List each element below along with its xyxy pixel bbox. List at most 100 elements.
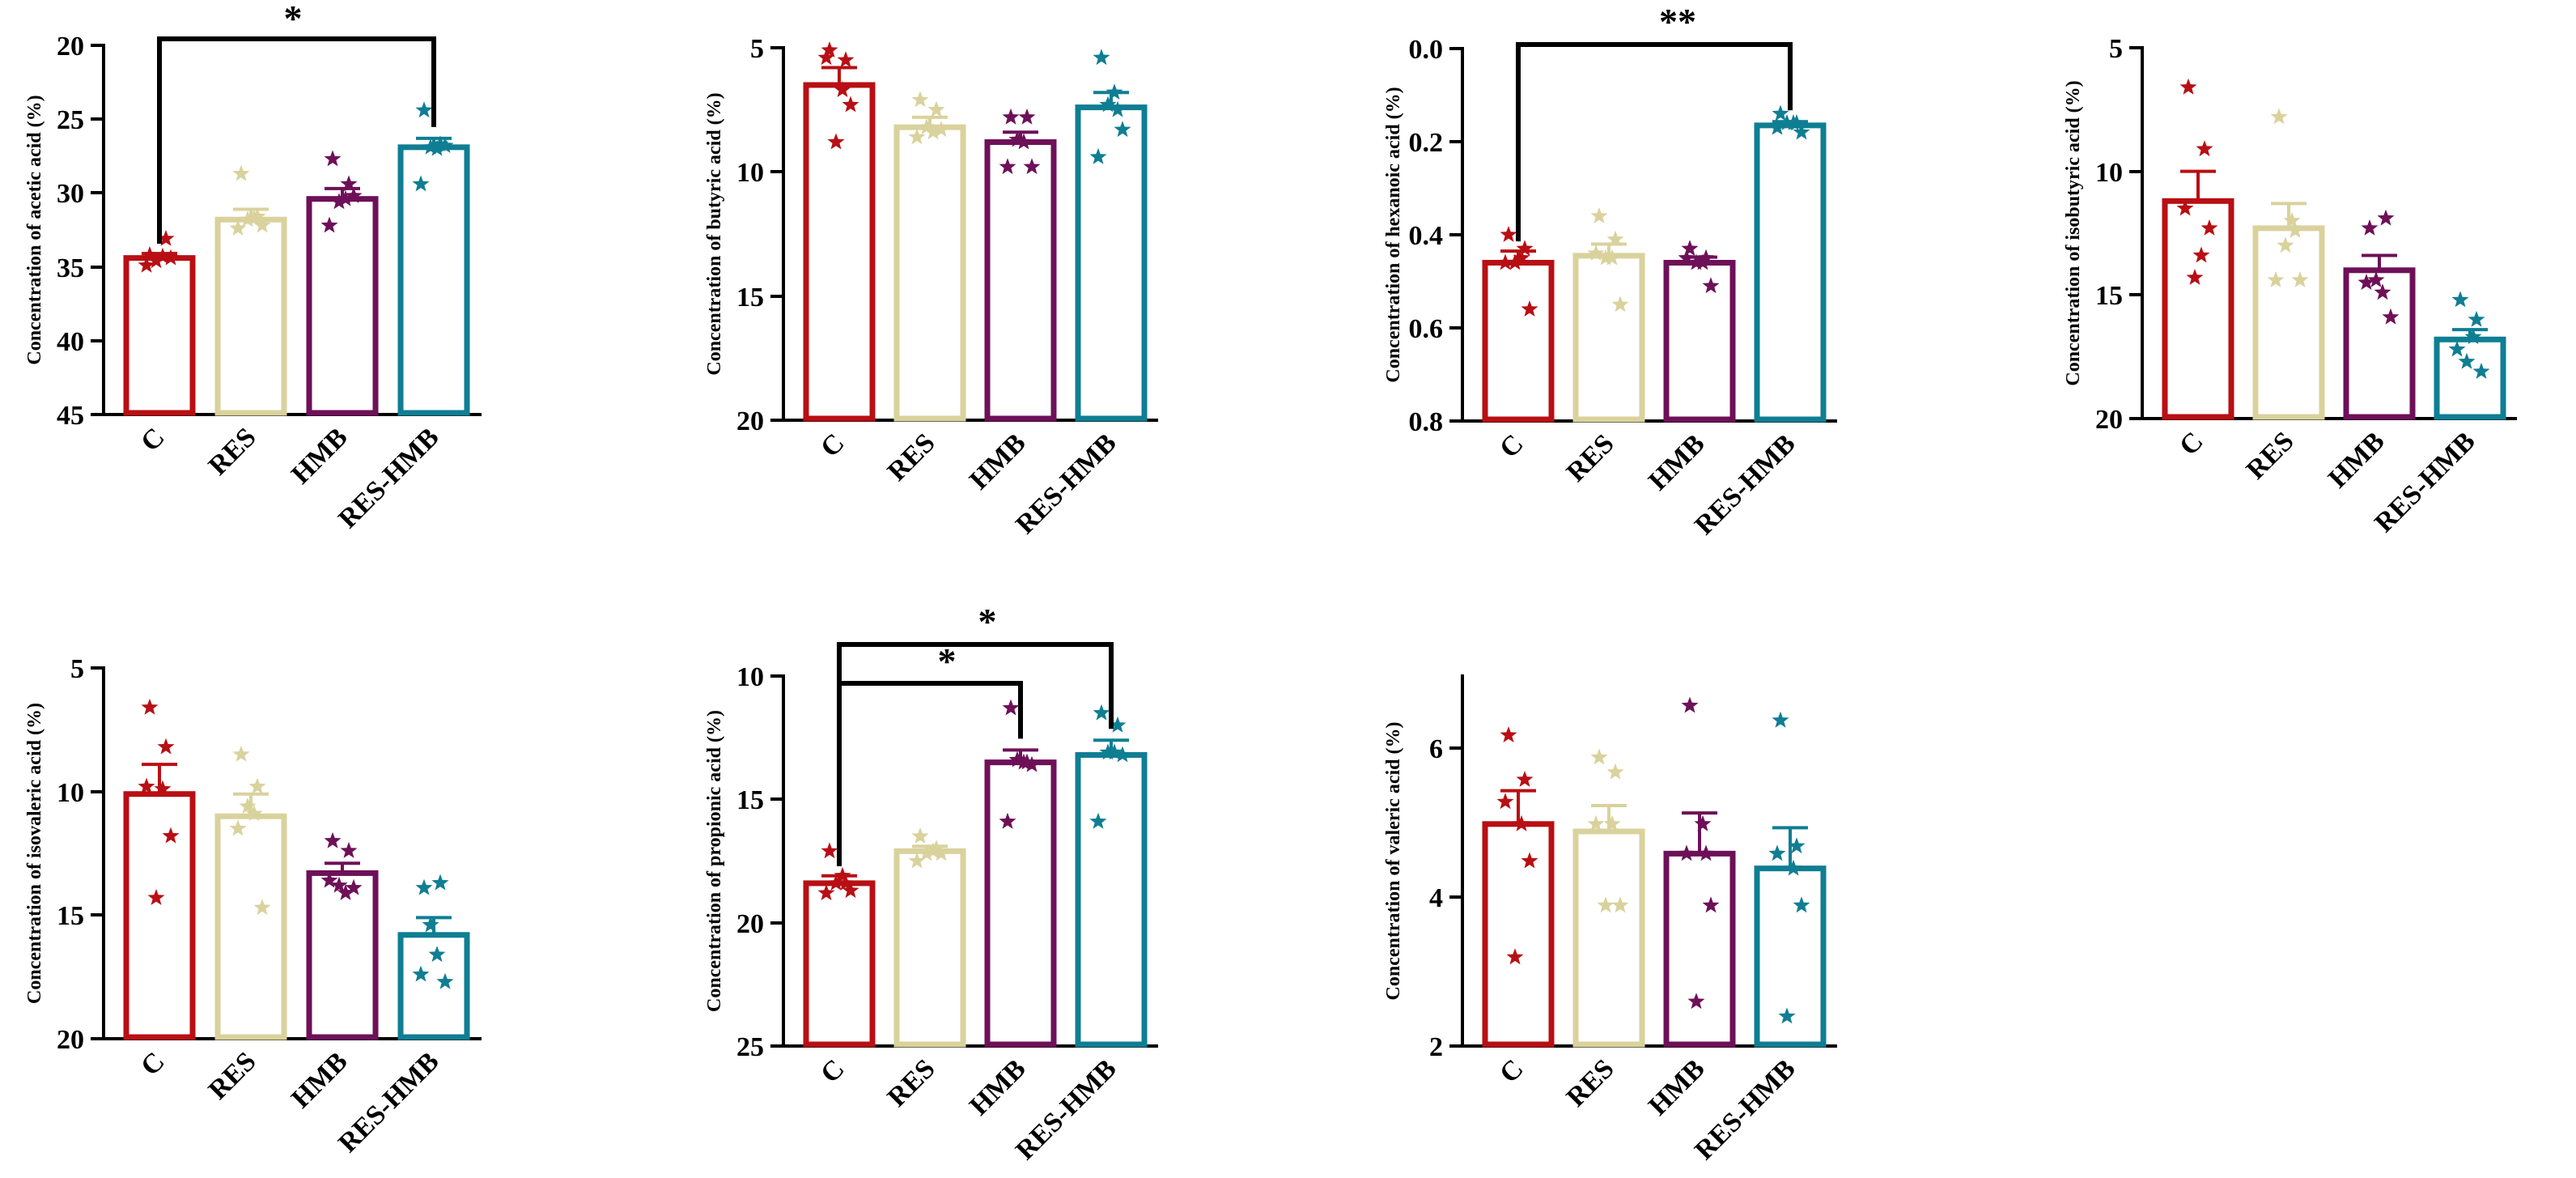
data-point-res-hmb bbox=[1114, 121, 1131, 138]
y-tick-label: 35 bbox=[57, 253, 84, 283]
data-point-res-hmb bbox=[1093, 704, 1110, 721]
data-point-c bbox=[1521, 300, 1538, 317]
bar-res-hmb bbox=[397, 144, 470, 416]
data-point-res bbox=[932, 844, 950, 861]
bar-res-hmb bbox=[1075, 104, 1148, 422]
data-point-c bbox=[157, 738, 175, 755]
data-point-res bbox=[232, 164, 250, 181]
data-point-res-hmb bbox=[412, 965, 430, 982]
data-point-hmb bbox=[2377, 209, 2395, 226]
data-point-c bbox=[1500, 726, 1517, 742]
data-point-c bbox=[2192, 246, 2210, 263]
data-point-res bbox=[932, 121, 950, 138]
data-point-c bbox=[138, 777, 155, 794]
data-point-hmb bbox=[1023, 755, 1041, 772]
data-point-hmb bbox=[999, 158, 1016, 175]
data-point-hmb bbox=[1015, 753, 1033, 770]
significance-bracket bbox=[837, 642, 1114, 866]
data-point-res-hmb bbox=[1768, 118, 1786, 135]
data-point-hmb bbox=[1694, 814, 1712, 831]
data-point-res bbox=[1590, 207, 1608, 223]
data-point-c bbox=[821, 842, 838, 859]
x-tick-label: C bbox=[1494, 428, 1530, 464]
bar-c bbox=[1482, 260, 1555, 423]
bar-res-hmb bbox=[2434, 336, 2506, 420]
x-tick-label: RES bbox=[882, 427, 941, 487]
bar-res-hmb bbox=[1075, 751, 1148, 1048]
y-tick-label: 20 bbox=[736, 909, 764, 939]
y-tick-label: 45 bbox=[57, 401, 84, 431]
bar-c bbox=[2162, 198, 2234, 420]
bar-res bbox=[2252, 225, 2325, 420]
data-point-res-hmb bbox=[412, 175, 430, 192]
y-tick-label: 15 bbox=[736, 785, 764, 815]
data-point-c bbox=[2196, 140, 2213, 157]
data-point-res bbox=[248, 777, 266, 794]
data-point-res-hmb bbox=[1099, 743, 1117, 760]
x-tick-label: HMB bbox=[2323, 426, 2391, 494]
data-point-res bbox=[245, 805, 263, 821]
data-point-c bbox=[154, 247, 172, 264]
y-tick-label: 4 bbox=[1429, 883, 1443, 913]
data-point-res bbox=[229, 819, 247, 836]
y-axis-label: Concentration of isobutyric acid (%) bbox=[2063, 80, 2084, 385]
data-point-hmb bbox=[1681, 240, 1699, 257]
y-tick-label: 15 bbox=[2095, 281, 2123, 311]
data-point-hmb bbox=[324, 831, 342, 848]
data-point-res bbox=[2270, 108, 2288, 125]
bar-res bbox=[214, 813, 287, 1040]
data-point-res bbox=[1597, 249, 1615, 266]
data-point-res bbox=[911, 91, 929, 108]
bar-c bbox=[803, 82, 876, 422]
data-point-hmb bbox=[337, 883, 354, 900]
data-point-res-hmb bbox=[1106, 83, 1123, 100]
data-point-c bbox=[1496, 253, 1514, 270]
data-point-c bbox=[817, 49, 835, 66]
y-tick-label: 10 bbox=[57, 778, 84, 808]
x-tick-label: RES bbox=[2241, 426, 2300, 485]
data-point-res bbox=[1603, 814, 1621, 831]
y-tick-label: 30 bbox=[57, 179, 84, 209]
data-point-res bbox=[1611, 296, 1629, 313]
y-tick-label: 0.2 bbox=[1409, 128, 1444, 158]
data-point-c bbox=[1513, 814, 1530, 831]
data-point-res-hmb bbox=[428, 946, 446, 963]
data-point-c bbox=[141, 698, 159, 715]
y-axis-label: Concentration of acetic acid (%) bbox=[24, 95, 45, 364]
data-point-c bbox=[147, 252, 165, 269]
bar-res bbox=[893, 124, 966, 422]
y-axis-label: Concentration of butyric acid (%) bbox=[704, 92, 725, 375]
data-point-res-hmb bbox=[436, 137, 454, 153]
data-point-hmb bbox=[1687, 993, 1705, 1010]
y-tick-label: 20 bbox=[736, 406, 764, 436]
x-tick-label: RES-HMB bbox=[333, 422, 444, 534]
data-point-res-hmb bbox=[1089, 812, 1107, 829]
x-tick-label: C bbox=[135, 422, 171, 457]
data-point-hmb bbox=[2367, 271, 2385, 287]
data-point-res-hmb bbox=[1109, 716, 1127, 733]
x-tick-label: C bbox=[815, 1053, 851, 1089]
x-tick-label: HMB bbox=[964, 427, 1032, 495]
data-point-res-hmb bbox=[436, 972, 454, 989]
data-point-c bbox=[2176, 199, 2194, 216]
significance-label: * bbox=[938, 640, 957, 682]
data-point-hmb bbox=[2374, 283, 2391, 300]
y-tick-label: 5 bbox=[2109, 34, 2123, 64]
data-point-res bbox=[908, 852, 926, 869]
data-point-res-hmb bbox=[2451, 291, 2469, 308]
data-point-res bbox=[2291, 271, 2309, 287]
data-point-hmb bbox=[1023, 158, 1041, 175]
data-point-c bbox=[827, 133, 845, 150]
significance-bracket bbox=[157, 36, 436, 245]
data-point-res bbox=[232, 745, 250, 762]
data-point-res bbox=[927, 840, 945, 857]
data-point-hmb bbox=[337, 189, 354, 206]
data-point-res-hmb bbox=[2464, 328, 2482, 345]
data-point-c bbox=[834, 866, 851, 883]
bar-res bbox=[893, 848, 966, 1048]
data-point-c bbox=[834, 81, 851, 97]
data-point-res bbox=[2286, 221, 2304, 238]
data-point-c bbox=[842, 882, 859, 898]
data-point-res bbox=[1587, 245, 1605, 261]
